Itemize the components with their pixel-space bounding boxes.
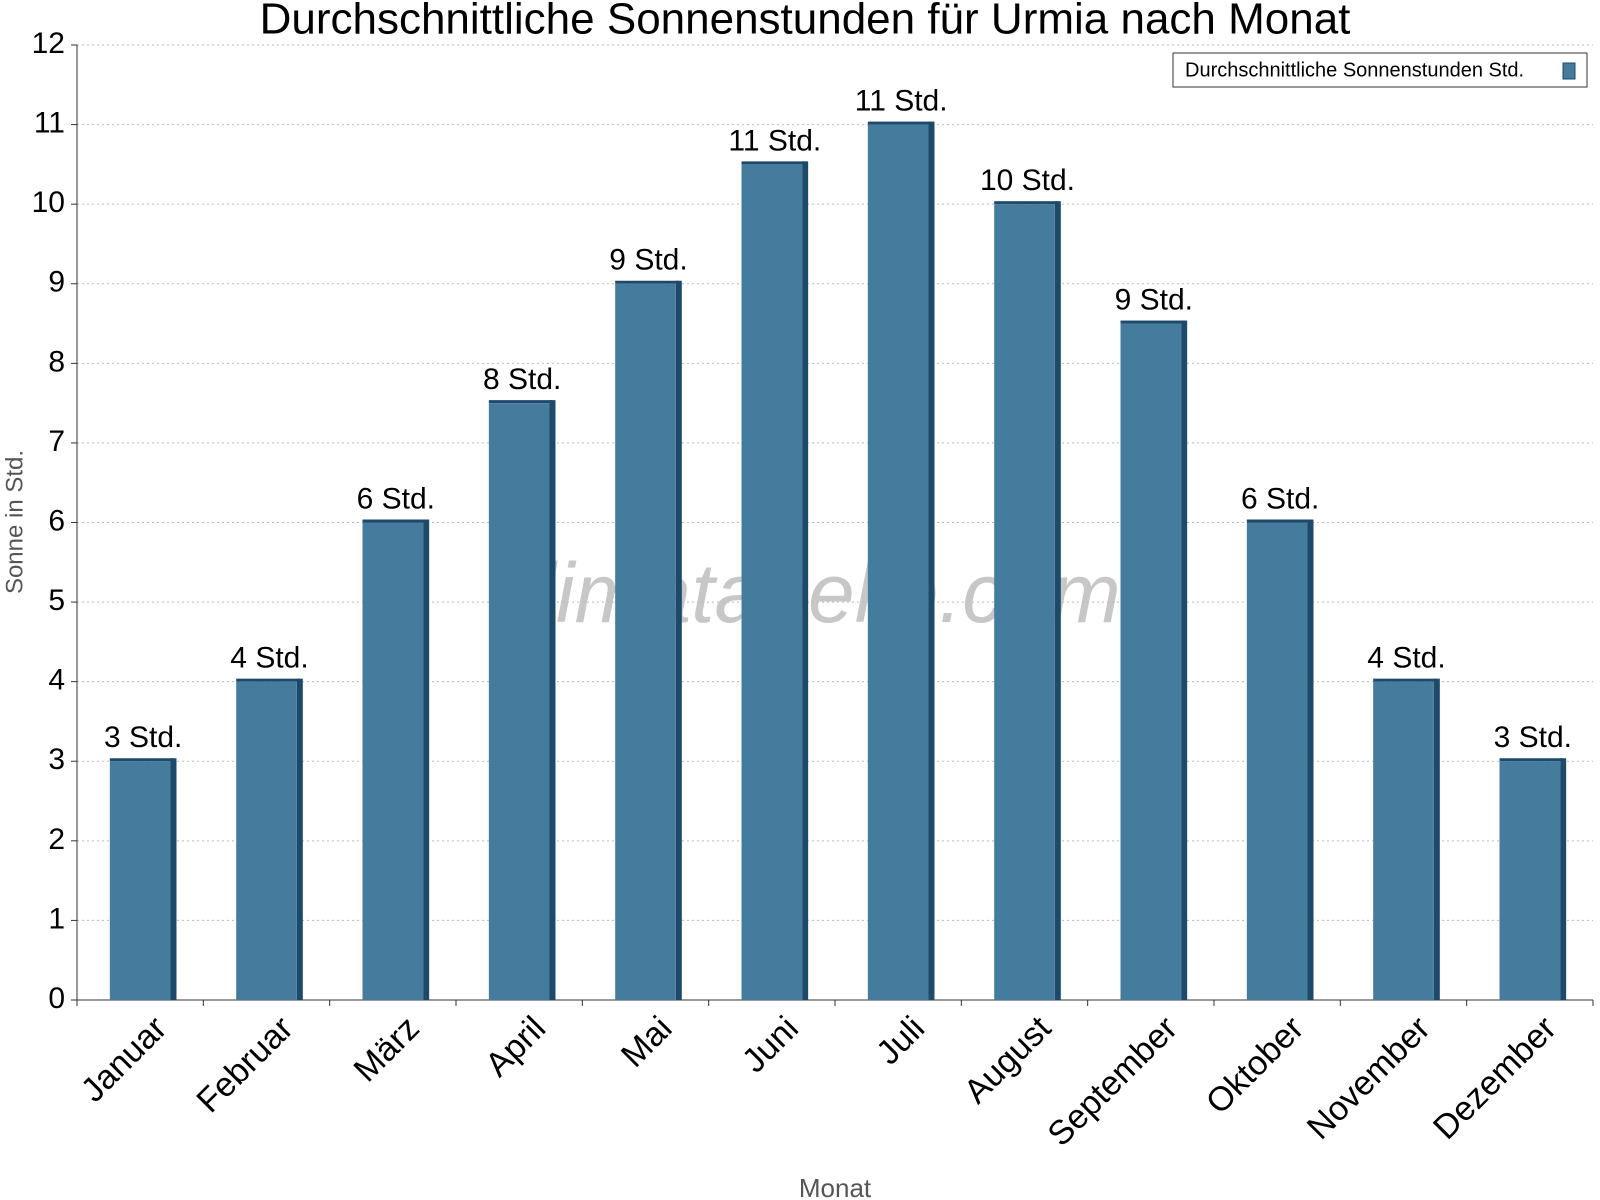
- bar-side: [675, 280, 682, 1000]
- x-tick-label: August: [957, 1009, 1059, 1111]
- value-label: 9 Std.: [609, 244, 687, 277]
- y-tick-label: 4: [48, 664, 65, 697]
- value-label: 10 Std.: [980, 164, 1075, 197]
- y-tick-label: 7: [48, 425, 65, 458]
- y-tick-label: 6: [48, 504, 65, 537]
- bar-top: [1120, 320, 1185, 324]
- bar: [362, 522, 424, 1000]
- x-tick-label: Januar: [74, 1009, 174, 1109]
- legend-swatch: [1562, 62, 1576, 80]
- bar-side: [1307, 519, 1314, 1000]
- x-tick-label: Mai: [614, 1009, 680, 1075]
- value-label: 3 Std.: [104, 721, 182, 754]
- bar-top: [1246, 519, 1311, 523]
- y-tick-label: 3: [48, 743, 65, 776]
- bar-top: [615, 280, 679, 284]
- y-tick-label: 11: [34, 107, 65, 140]
- bar: [867, 124, 929, 1001]
- bar: [615, 283, 676, 1000]
- bar: [488, 403, 550, 1000]
- bar-top: [362, 519, 427, 523]
- bar-side: [170, 758, 177, 1000]
- bar: [1373, 681, 1434, 1000]
- x-tick-label: September: [1040, 1009, 1184, 1153]
- value-label: 3 Std.: [1494, 721, 1572, 754]
- bar-side: [928, 121, 935, 1001]
- y-tick-label: 8: [48, 345, 65, 378]
- bar: [994, 204, 1055, 1000]
- bar: [1499, 761, 1561, 1000]
- y-tick-label: 5: [48, 584, 65, 617]
- value-label: 6 Std.: [357, 482, 435, 515]
- y-tick-label: 12: [32, 27, 65, 60]
- bar-side: [296, 678, 303, 1000]
- legend: Durchschnittliche Sonnenstunden Std.: [1172, 52, 1588, 88]
- y-tick-label: 10: [32, 186, 65, 219]
- bar: [1120, 323, 1182, 1001]
- y-tick-label: 9: [48, 266, 65, 299]
- bar-top: [867, 121, 932, 125]
- bar-top: [994, 201, 1058, 205]
- value-label: 4 Std.: [1367, 642, 1445, 675]
- bar-top: [1373, 678, 1437, 682]
- x-tick-label: Februar: [189, 1009, 300, 1120]
- bar: [741, 164, 803, 1000]
- y-tick-label: 1: [48, 902, 65, 935]
- bar-side: [1054, 201, 1061, 1000]
- legend-label: Durchschnittliche Sonnenstunden Std.: [1185, 59, 1524, 81]
- bar-top: [1499, 758, 1564, 762]
- x-tick-label: März: [347, 1009, 427, 1089]
- bar-side: [1433, 678, 1440, 1000]
- bar-top: [741, 161, 806, 165]
- bar-side: [1560, 758, 1567, 1000]
- value-label: 6 Std.: [1241, 482, 1319, 515]
- bar-side: [802, 161, 809, 1000]
- bar: [236, 681, 297, 1000]
- bar: [1246, 522, 1308, 1000]
- y-tick-label: 0: [48, 982, 65, 1015]
- chart-title: Durchschnittliche Sonnenstunden für Urmi…: [260, 0, 1351, 44]
- x-axis-title: Monat: [799, 1173, 872, 1200]
- value-label: 11 Std.: [855, 85, 948, 118]
- bar-top: [488, 400, 553, 404]
- value-label: 11 Std.: [728, 124, 821, 157]
- bar-side: [423, 519, 430, 1000]
- bar: [109, 761, 171, 1000]
- x-tick-label: Juni: [735, 1009, 806, 1080]
- bar-top: [109, 758, 174, 762]
- x-tick-label: April: [478, 1009, 553, 1084]
- bar-top: [236, 678, 300, 682]
- x-tick-label: November: [1300, 1009, 1438, 1147]
- value-label: 9 Std.: [1115, 283, 1193, 316]
- y-tick-label: 2: [48, 823, 65, 856]
- value-label: 4 Std.: [230, 642, 308, 675]
- x-tick-label: Juli: [869, 1009, 932, 1072]
- legend-box: [1172, 52, 1588, 88]
- y-axis-title: Sonne in Std.: [1, 450, 28, 594]
- x-tick-label: Oktober: [1199, 1009, 1311, 1121]
- bar-side: [1181, 320, 1188, 1001]
- x-tick-label: Dezember: [1426, 1009, 1564, 1147]
- value-label: 8 Std.: [483, 363, 561, 396]
- bar-side: [549, 400, 556, 1000]
